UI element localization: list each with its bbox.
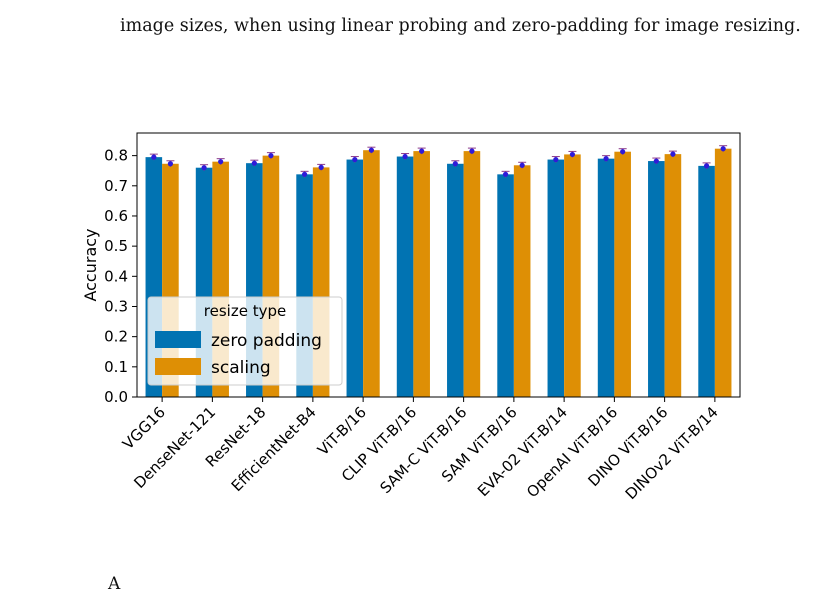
bar-zero-padding <box>648 161 665 397</box>
mean-marker <box>603 156 609 162</box>
bar-scaling <box>714 148 732 397</box>
bar-scaling <box>614 151 631 397</box>
mean-marker <box>419 148 425 154</box>
mean-marker <box>653 158 659 164</box>
y-axis: 0.0 0.1 0.2 0.3 0.4 0.5 0.6 0.7 0.8 <box>104 147 137 406</box>
bar-zero-padding <box>346 159 364 397</box>
mean-marker <box>151 154 157 160</box>
y-tick-label: 0.8 <box>104 147 128 165</box>
mean-marker <box>368 147 375 153</box>
mean-marker <box>251 160 257 166</box>
plot-frame <box>136 132 741 398</box>
mean-marker <box>469 148 475 154</box>
mean-marker <box>352 156 358 163</box>
bar-zero-padding <box>698 165 715 397</box>
caption-bottom: A <box>0 572 817 601</box>
legend-swatch-zero-padding <box>155 331 201 348</box>
bar-scaling <box>513 165 531 397</box>
bar-zero-padding <box>396 156 414 397</box>
x-tick-label: DINOv2 ViT-B/14 <box>622 403 722 503</box>
mean-marker <box>519 162 525 168</box>
legend-label-zero-padding: zero padding <box>211 331 322 351</box>
bar-zero-padding <box>497 174 514 397</box>
bar-scaling <box>564 154 581 397</box>
x-axis: VGG16DenseNet-121ResNet-18EfficientNet-B… <box>119 397 722 503</box>
legend: resize type zero padding scaling <box>147 296 343 386</box>
error-bars-group <box>149 145 728 178</box>
mean-marker <box>452 161 458 167</box>
y-tick-label: 0.5 <box>104 237 128 255</box>
y-tick-label: 0.0 <box>104 388 128 406</box>
bar-zero-padding <box>597 158 615 397</box>
caption-top-text: image sizes, when using linear probing a… <box>120 16 801 36</box>
legend-swatch-scaling <box>155 358 201 375</box>
mean-marker <box>670 151 676 157</box>
mean-marker <box>720 146 726 152</box>
legend-title: resize type <box>204 302 286 320</box>
x-tick-label: OpenAI ViT-B/16 <box>523 403 621 501</box>
x-tick-label: EfficientNet-B4 <box>228 403 320 495</box>
mean-marker <box>268 153 274 159</box>
mean-marker <box>402 153 408 160</box>
y-tick-label: 0.2 <box>104 328 128 346</box>
x-tick-label: SAM-C ViT-B/16 <box>377 403 471 497</box>
mean-marker <box>201 165 207 171</box>
bar-scaling <box>463 151 481 397</box>
y-tick-label: 0.3 <box>104 297 128 315</box>
mean-marker <box>703 163 710 169</box>
x-tick-label: VGG16 <box>119 403 169 453</box>
bar-scaling <box>413 151 430 397</box>
y-tick-label: 0.4 <box>104 267 128 285</box>
x-tick-label: EVA-02 ViT-B/14 <box>474 403 571 500</box>
bar-zero-padding <box>447 163 464 397</box>
y-tick-label: 0.1 <box>104 358 128 376</box>
caption-bottom-text: A <box>108 574 121 594</box>
mean-marker <box>301 171 308 177</box>
bar-zero-padding <box>547 159 565 397</box>
mean-marker <box>502 171 509 177</box>
mean-marker <box>620 149 626 155</box>
mean-marker <box>167 161 174 167</box>
bar-scaling <box>363 150 380 397</box>
mean-marker <box>569 151 576 158</box>
legend-label-scaling: scaling <box>211 358 271 378</box>
mean-marker <box>218 159 224 165</box>
mean-marker <box>318 164 324 170</box>
caption-top: image sizes, when using linear probing a… <box>0 0 817 40</box>
y-axis-title: Accuracy <box>81 228 100 301</box>
y-tick-label: 0.7 <box>104 177 128 195</box>
mean-marker <box>553 156 559 163</box>
bar-scaling <box>664 154 682 397</box>
y-tick-label: 0.6 <box>104 207 128 225</box>
